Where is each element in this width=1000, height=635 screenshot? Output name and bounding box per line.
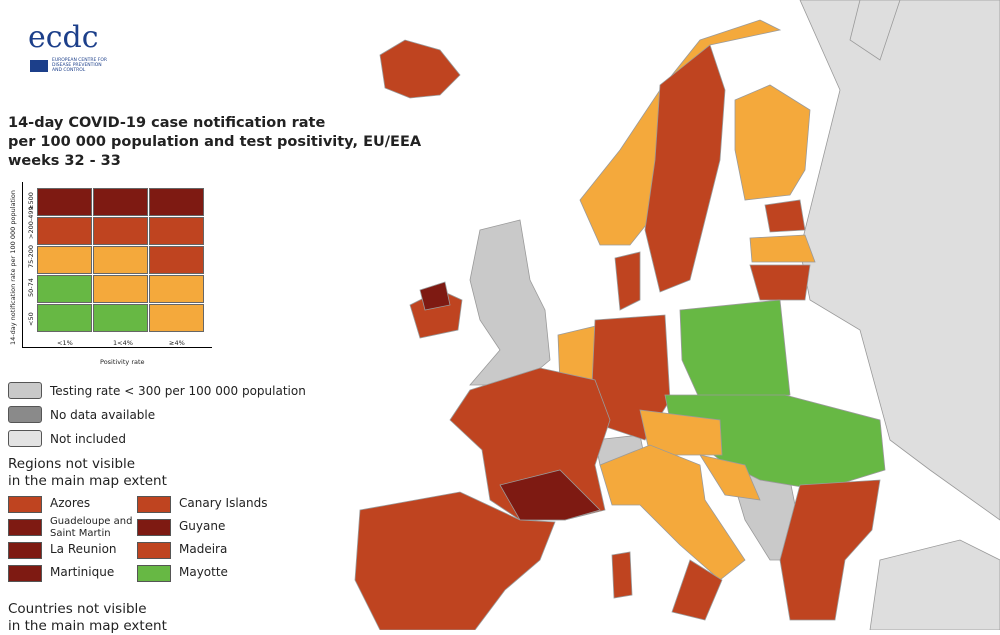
croatia	[699, 454, 761, 501]
south-italy	[671, 559, 723, 621]
legend-swatch	[8, 430, 42, 447]
northern-ireland	[419, 281, 451, 311]
column-label: 1<4%	[113, 339, 133, 347]
latvia	[749, 234, 816, 263]
y-axis-line	[22, 182, 23, 348]
region-label: Martinique	[50, 565, 115, 579]
region-label: Madeira	[179, 542, 228, 556]
title: weeks 32 - 33	[8, 153, 121, 169]
matrix-cell	[93, 304, 148, 332]
matrix-cell	[93, 275, 148, 303]
matrix-cell	[149, 246, 204, 274]
non-eu-land	[849, 0, 901, 61]
region-swatch	[8, 565, 42, 582]
region-swatch	[137, 542, 171, 559]
finland	[734, 84, 811, 201]
title: per 100 000 population and test positivi…	[8, 134, 422, 150]
region-label: La Reunion	[50, 542, 117, 556]
legend-swatch	[8, 382, 42, 399]
matrix-cell	[149, 304, 204, 332]
non-eu-land	[869, 539, 1000, 630]
matrix-cell	[93, 246, 148, 274]
sweden	[644, 44, 726, 293]
matrix-cell	[37, 217, 92, 245]
matrix-cell	[37, 246, 92, 274]
row-label: >200-499	[27, 206, 35, 239]
greece-bulgaria	[779, 479, 881, 621]
matrix-cell	[149, 217, 204, 245]
uk	[469, 219, 551, 386]
denmark	[614, 251, 641, 311]
x-axis-label: Positivity rate	[100, 358, 145, 366]
logo-text: ecdc	[28, 20, 99, 55]
matrix-cell	[93, 217, 148, 245]
region-label: Guyane	[179, 519, 226, 533]
region-label: Mayotte	[179, 565, 228, 579]
row-label: 75-200	[27, 244, 35, 268]
regions-heading: in the main map extent	[8, 473, 167, 489]
region-swatch	[8, 519, 42, 536]
non-eu-land	[799, 0, 1000, 521]
legend-label: Not included	[50, 432, 126, 446]
matrix-cell	[149, 188, 204, 216]
region-swatch	[137, 565, 171, 582]
poland	[679, 299, 791, 401]
matrix-cell	[37, 304, 92, 332]
lithuania	[749, 264, 811, 301]
column-label: <1%	[57, 339, 73, 347]
matrix-cell	[37, 188, 92, 216]
region-label: Guadeloupe and Saint Martin	[50, 516, 133, 539]
estonia	[764, 199, 806, 233]
sardinia	[611, 551, 633, 599]
legend-label: No data available	[50, 408, 156, 422]
logo-subtitle: AND CONTROL	[52, 68, 86, 73]
region-swatch	[137, 519, 171, 536]
region-swatch	[137, 496, 171, 513]
regions-heading: Regions not visible	[8, 456, 136, 472]
title: 14-day COVID-19 case notification rate	[8, 115, 326, 131]
region-swatch	[8, 496, 42, 513]
region-swatch	[8, 542, 42, 559]
region-label: Azores	[50, 496, 91, 510]
legend-label: Testing rate < 300 per 100 000 populatio…	[50, 384, 306, 398]
row-label: <50	[27, 312, 35, 326]
region-label: Canary Islands	[179, 496, 268, 510]
y-axis-label: 14-day notification rate per 100 000 pop…	[9, 190, 17, 345]
matrix-cell	[37, 275, 92, 303]
matrix-cell	[93, 188, 148, 216]
x-axis-line	[22, 347, 212, 348]
matrix-cell	[149, 275, 204, 303]
countries-heading: Countries not visible	[8, 601, 147, 617]
legend-swatch	[8, 406, 42, 423]
countries-heading: in the main map extent	[8, 618, 167, 634]
row-label: 50-74	[27, 278, 35, 297]
iceland	[379, 39, 461, 99]
italy	[599, 444, 746, 581]
logo-subtitle: DISEASE PREVENTION	[52, 63, 102, 68]
south-france	[499, 469, 601, 521]
logo-subtitle: EUROPEAN CENTRE FOR	[52, 58, 107, 63]
column-label: ≥4%	[169, 339, 185, 347]
logo-flag	[30, 60, 48, 72]
iberia	[354, 491, 556, 630]
austria	[639, 409, 723, 456]
